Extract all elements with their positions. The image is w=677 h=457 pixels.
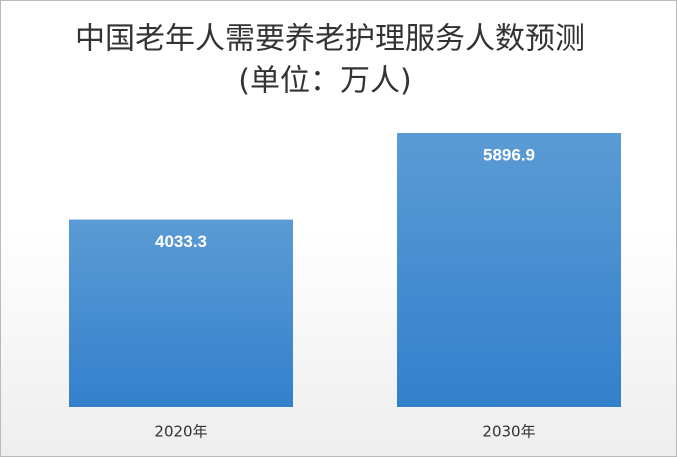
bar <box>69 219 293 407</box>
data-label: 5896.9 <box>483 145 535 164</box>
chart-title: 中国老年人需要养老护理服务人数预测 <box>75 22 585 57</box>
x-tick-label: 2020年 <box>154 423 207 441</box>
chart-subtitle: (单位：万人) <box>238 64 411 99</box>
data-label: 4033.3 <box>155 232 207 251</box>
x-tick-label: 2030年 <box>482 423 535 441</box>
bar <box>397 133 621 407</box>
